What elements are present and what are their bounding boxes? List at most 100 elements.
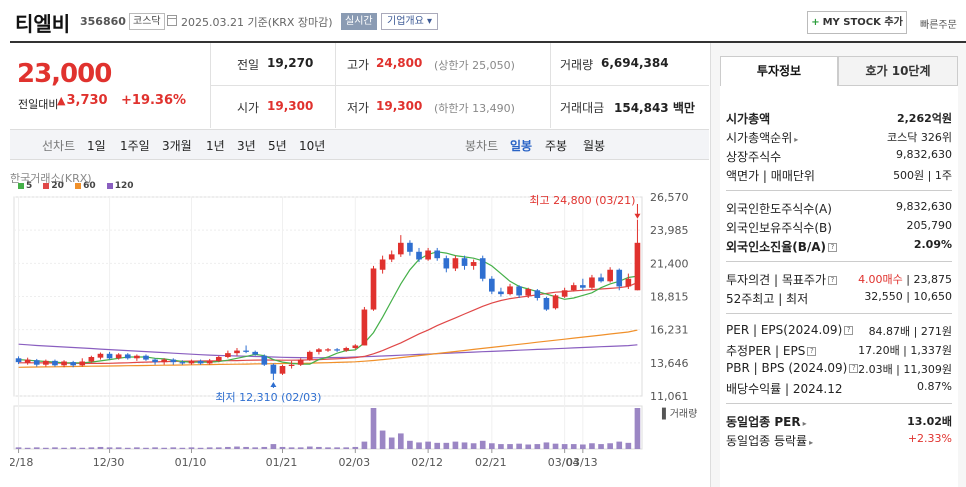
candle [334,349,340,351]
candle [15,358,22,363]
legend-ma60: 60 [75,181,96,191]
quick-order-link[interactable]: 빠른주문 [920,20,957,31]
tab-daily[interactable]: 일봉 [510,139,533,153]
info-row[interactable]: 동일업종 PER ▸ 13.02배 [726,415,952,429]
stock-chart[interactable]: 한국거래소(KRX) 5 20 60 120 26,570 23,985 21,40… [10,170,709,487]
volume-bar [97,446,104,449]
candle [543,297,550,310]
candle [634,242,641,291]
info-row[interactable]: 시가총액순위 ▸ 코스닥 326위 [726,131,952,145]
info-row[interactable]: 투자의견 | 목표주가? 4.00매수 | 23,875 [726,273,952,287]
down-arrow-icon [634,213,641,219]
tab-monthly[interactable]: 월봉 [583,139,606,153]
candle [188,360,195,364]
volume-bar [434,442,441,449]
candlestick-chart: 26,570 23,985 21,400 18,815 16,231 13,646 11,0… [10,191,697,469]
volume-bar [52,447,58,449]
chart-source: 한국거래소(KRX) [10,172,92,185]
tab-1w[interactable]: 1주일 [120,139,150,153]
x-tick-label: 03/04 [548,456,580,469]
tab-orderbook[interactable]: 호가 10단계 [838,56,958,86]
divider [726,261,952,262]
candle [170,359,177,363]
realtime-badge[interactable]: 실시간 [341,13,377,30]
volume-bar [297,447,304,449]
tab-3m[interactable]: 3개월 [162,139,192,153]
header-divider [10,41,966,43]
candle [279,365,286,374]
candle [288,364,295,366]
prev-close-value: 19,270 [267,56,314,70]
volume-bar [261,446,268,449]
volume-bar [343,447,350,449]
volume-bar [270,444,277,449]
volume-bar [498,444,504,449]
candle-chart-label[interactable]: 봉차트 [465,139,499,153]
info-row[interactable]: PER | EPS(2024.09)? 84.87배 | 271원 [726,323,952,338]
candle [534,290,541,298]
volume-bar [188,447,195,449]
tab-investment-info[interactable]: 투자정보 [720,56,838,86]
candle [461,258,468,266]
tab-1d[interactable]: 1일 [87,139,106,153]
volume-bar [489,443,495,449]
line-chart-label[interactable]: 선차트 [42,139,76,153]
change-percent: +19.36% [121,93,187,108]
change-amount: ▲3,730 [57,93,108,108]
volume-bar [143,447,149,449]
volume-bar [479,440,486,449]
change-label: 전일대비 [18,98,59,111]
candle [625,278,632,287]
tab-5y[interactable]: 5년 [268,139,287,153]
x-tick-label: 01/10 [175,456,207,469]
volume-bar [443,442,450,449]
tab-10y[interactable]: 10년 [299,139,326,153]
candle [270,364,277,374]
current-price: 23,000 [17,59,112,89]
x-tick-label: 03/13 [566,456,598,469]
volume-bar [616,441,623,449]
volume-bar [625,442,632,449]
divider [726,190,952,191]
candle [479,258,486,279]
info-row[interactable]: PBR | BPS (2024.09)? 2.03배 | 11,309원 [726,361,952,376]
candle [443,258,450,269]
info-row[interactable]: 동일업종 등락률 ▸ +2.33% [726,432,952,448]
tab-weekly[interactable]: 주봉 [545,139,568,153]
amount-value: 154,843 백만 [614,101,695,115]
candle [616,269,623,287]
volume-bar [197,447,204,449]
info-row[interactable]: 추정PER | EPS? 17.20배 | 1,337원 [726,344,952,358]
volume-bar [470,443,477,449]
info-row: 상장주식수 9,832,630 [726,148,952,164]
info-row: 외국인한도주식수(A) 9,832,630 [726,200,952,216]
candle [179,362,186,364]
candle [197,360,204,364]
investment-info-panel: 투자정보 호가 10단계 시가총액 2,262억원 시가총액순위 ▸ 코스닥 326위… [710,43,966,487]
candle [452,258,459,269]
volume-bar [43,447,49,449]
tab-3y[interactable]: 3년 [237,139,256,153]
add-mystock-button[interactable]: + MY STOCK 추가 [807,11,907,34]
change-amount-value: 3,730 [66,93,108,108]
candle [24,359,31,363]
volume-bar [170,447,177,449]
price-summary: 23,000 전일대비 ▲3,730 +19.36% 전일 19,270 고가 … [10,43,709,128]
divider [726,313,952,314]
candle [498,291,504,295]
info-row[interactable]: 외국인소진율(B/A)? 2.09% [726,238,952,254]
company-info-button[interactable]: 기업개요 ▾ [381,13,439,30]
candle [88,357,95,362]
candle [325,349,331,351]
candle [143,355,149,360]
volume-bar [325,447,331,449]
base-date: 2025.03.21 기준(KRX 장마감) [181,16,333,29]
company-name: 티엘비 [15,12,71,36]
tab-1y[interactable]: 1년 [206,139,225,153]
candle [397,242,404,255]
y-tick-label: 11,061 [650,390,689,403]
high-value: 24,800 [376,56,423,70]
volume-bar [115,447,122,449]
low-value: 19,300 [376,99,423,113]
volume-bar [316,446,322,449]
